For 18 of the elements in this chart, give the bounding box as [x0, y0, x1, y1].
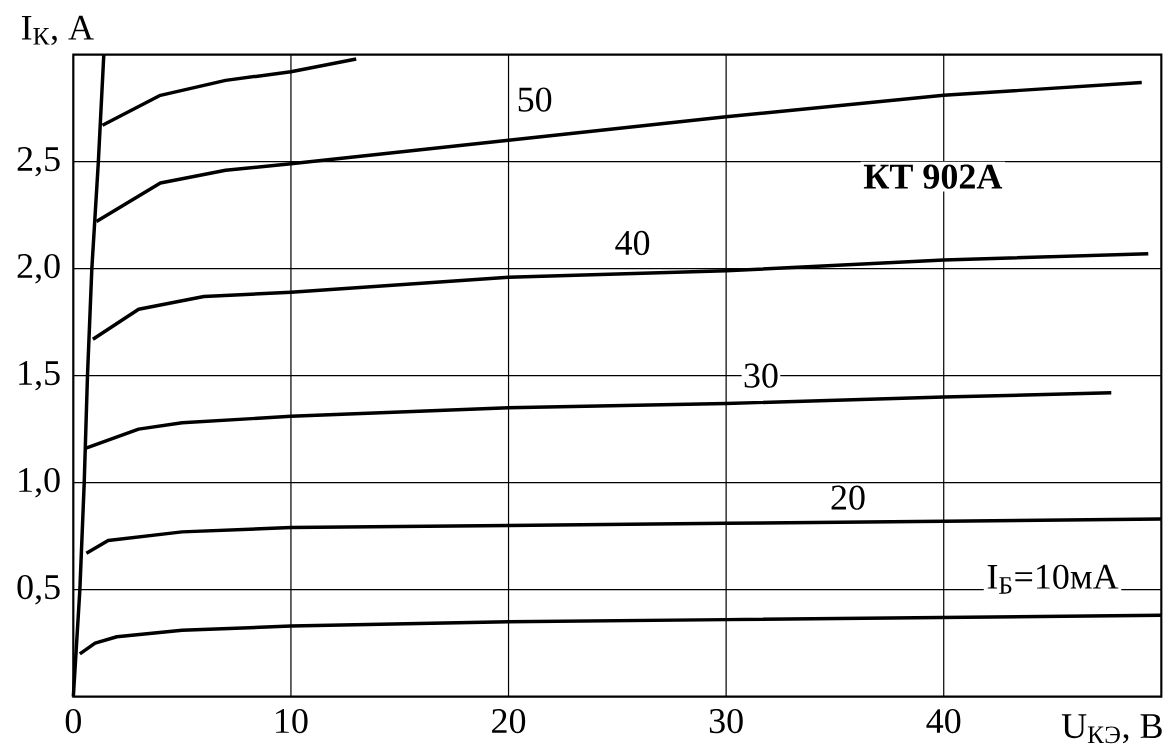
annotation: 50: [518, 87, 552, 112]
y-tick-label: 2,5: [17, 147, 60, 177]
x-tick-label: 20: [492, 709, 526, 734]
x-axis-title: U$_{КЭ}$, В: [1061, 714, 1162, 744]
y-tick-label: 1,0: [19, 468, 60, 498]
annotation: 40: [615, 231, 650, 256]
annotation: I$_{Б}$=10мА: [987, 564, 1119, 594]
annotation: КТ 902А: [863, 164, 1003, 189]
annotation: 30: [744, 363, 778, 388]
y-tick-label: 1,5: [19, 361, 60, 391]
y-tick-label: 0,5: [17, 575, 60, 605]
x-tick-label: 0: [65, 709, 81, 734]
y-tick-label: 2,0: [17, 254, 60, 284]
x-tick-label: 10: [276, 709, 308, 734]
x-tick-label: 40: [926, 709, 961, 734]
annotation: 20: [831, 485, 865, 510]
y-axis-title: I$_{К}$, А: [21, 15, 94, 46]
x-tick-label: 30: [709, 709, 743, 734]
